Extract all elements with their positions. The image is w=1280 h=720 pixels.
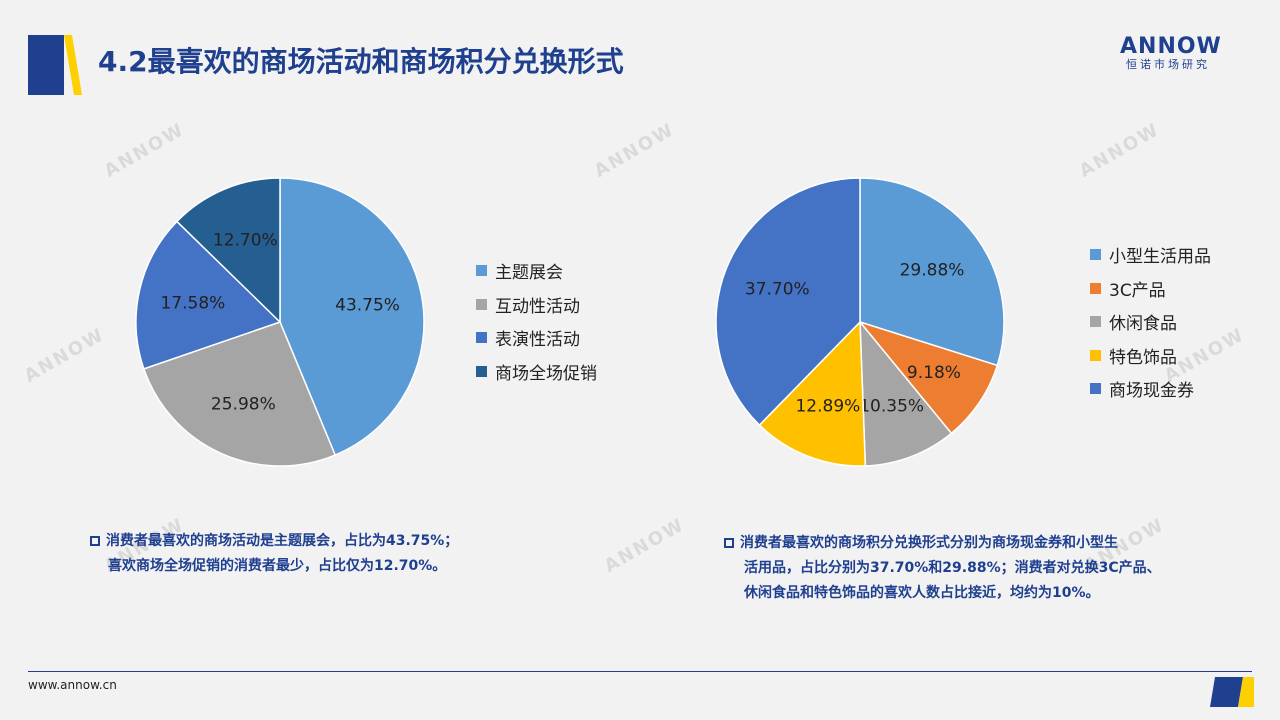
legend-item: 表演性活动 [476,321,597,355]
watermark: ANNOW [590,119,679,182]
legend-swatch [1090,249,1101,261]
legend-swatch [476,332,487,344]
right-note-line: 休闲食品和特色饰品的喜欢人数占比接近，均约为10%。 [744,585,1100,601]
slice-data-label: 37.70% [745,279,810,299]
slice-data-label: 12.89% [795,396,860,416]
checkbox-icon [724,538,734,548]
slice-data-label: 10.35% [859,396,924,416]
right-note-line: 活用品，占比分别为37.70%和29.88%；消费者对兑换3C产品、 [744,560,1161,576]
legend-swatch [476,265,487,277]
brand-logo-subtitle: 恒诺市场研究 [1126,58,1210,71]
watermark: ANNOW [600,514,689,577]
page-title: 4.2最喜欢的商场活动和商场积分兑换形式 [98,45,624,78]
activity-pie-chart: 43.75% 25.98% 17.58% 12.70% [135,177,425,467]
legend-swatch [476,298,487,310]
watermark: ANNOW [20,324,109,387]
points-exchange-legend: 小型生活用品 3C产品休闲食品特色饰品商场现金券 [1090,238,1211,406]
pie-slice [857,320,999,435]
slice-data-label: 9.18% [907,363,961,383]
legend-item: 休闲食品 [1090,305,1211,339]
legend-item: 小型生活用品 [1090,238,1211,272]
pie-slice [715,177,861,427]
pie-slice [175,177,281,324]
legend-item: 商场全场促销 [476,355,597,389]
legend-label: 小型生活用品 [1109,247,1211,268]
footer-logo-block [1210,677,1254,707]
legend-label: 特色饰品 [1109,347,1177,368]
slice-data-label: 25.98% [211,394,276,414]
pie-slice [859,177,1005,367]
pie-slice [859,319,953,467]
legend-label: 休闲食品 [1109,314,1177,335]
legend-label: 商场全场促销 [495,363,597,384]
legend-label: 互动性活动 [495,296,580,317]
watermark: ANNOW [1075,119,1164,182]
pie-slice [142,321,337,467]
left-note: 消费者最喜欢的商场活动是主题展会，占比为43.75%； 喜欢商场全场促销的消费者… [90,529,458,579]
slice-data-label: 12.70% [213,231,278,251]
legend-swatch [1090,349,1101,361]
checkbox-icon [90,536,100,546]
activity-legend: 主题展会互动性活动表演性活动商场全场促销 [476,254,597,388]
legend-item: 主题展会 [476,254,597,288]
footer-url: www.annow.cn [28,678,117,692]
legend-item: 商场现金券 [1090,372,1211,406]
left-note-line: 消费者最喜欢的商场活动是主题展会，占比为43.75%； [106,533,459,549]
legend-swatch [476,365,487,377]
legend-swatch [1090,316,1101,328]
legend-label: 表演性活动 [495,330,580,351]
slice-data-label: 43.75% [335,296,400,316]
pie-slice [279,177,425,457]
right-note-line: 消费者最喜欢的商场积分兑换形式分别为商场现金券和小型生 [740,535,1118,551]
legend-item: 3C产品 [1090,272,1211,306]
legend-label: 商场现金券 [1109,381,1194,402]
legend-swatch [1090,282,1101,294]
pie-slice [135,220,282,370]
legend-item: 互动性活动 [476,288,597,322]
legend-swatch [1090,383,1101,395]
legend-item: 特色饰品 [1090,339,1211,373]
right-note: 消费者最喜欢的商场积分兑换形式分别为商场现金券和小型生 活用品，占比分别为37.… [724,531,1161,606]
brand-logo: ANNOW [1120,34,1222,59]
left-note-line: 喜欢商场全场促销的消费者最少，占比仅为12.70%。 [108,558,447,574]
footer-divider [28,671,1252,672]
header-logo-block [28,35,82,95]
slice-data-label: 29.88% [900,260,965,280]
pie-slice [758,320,867,467]
legend-label: 主题展会 [495,263,563,284]
slice-data-label: 17.58% [160,293,225,313]
points-exchange-pie-chart: 29.88% 9.18% 10.35%12.89% 37.70% [715,177,1005,467]
legend-label: 3C产品 [1109,280,1166,301]
